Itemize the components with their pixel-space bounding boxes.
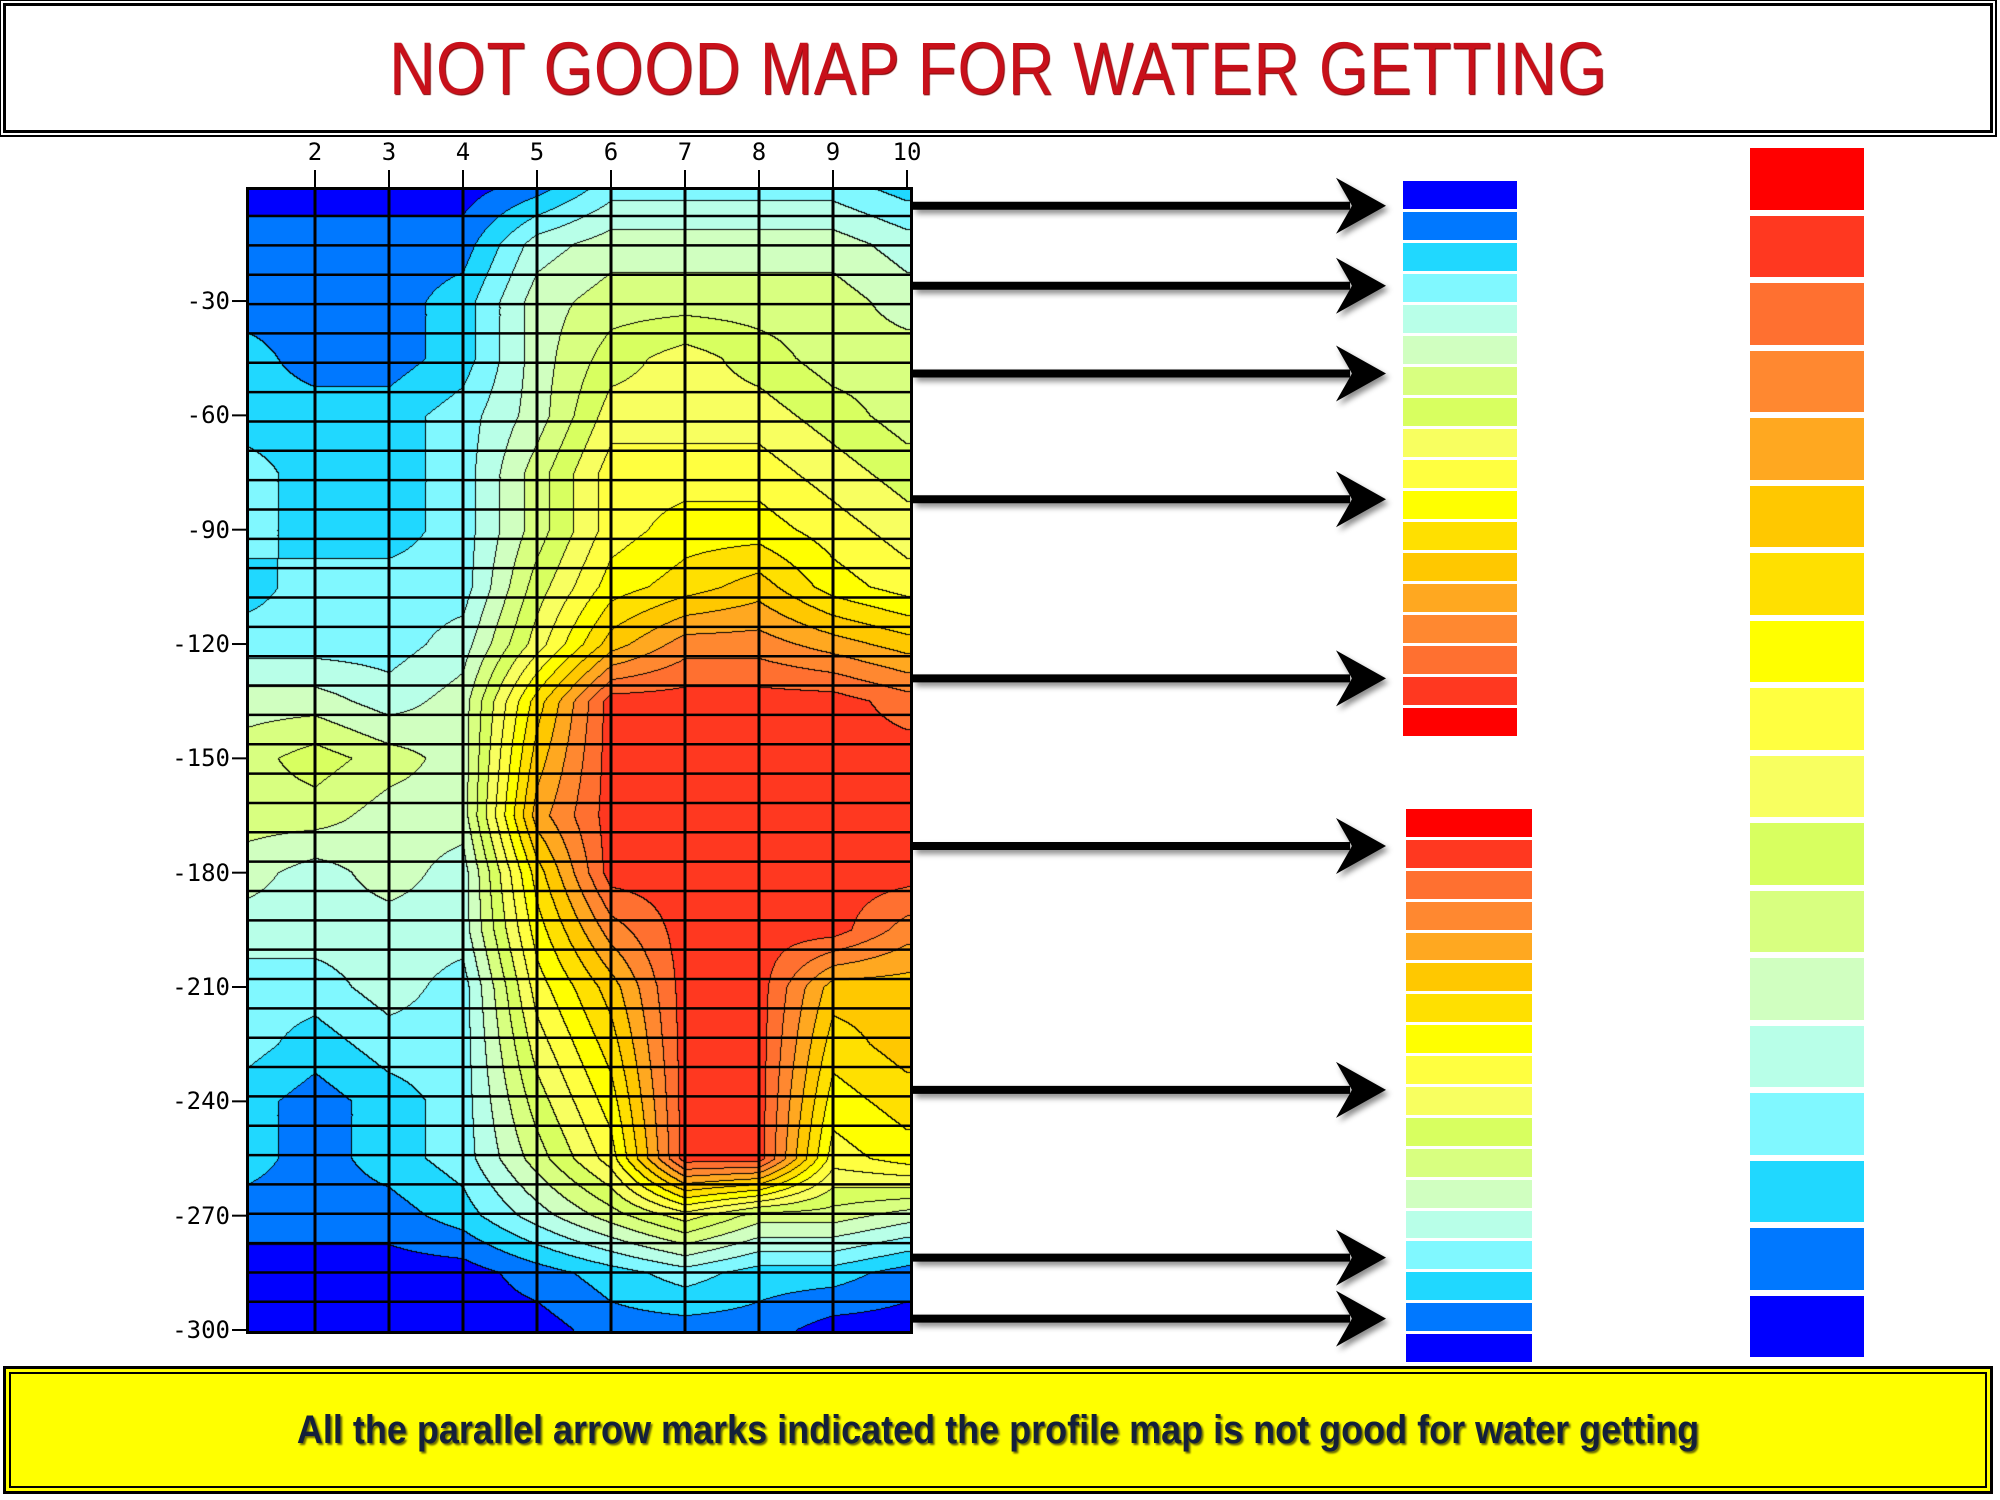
y-tick-label: -180 — [172, 858, 230, 887]
y-tick-label: -210 — [172, 973, 230, 1001]
profile-plot-frame — [246, 187, 913, 1334]
legend-swatch — [1750, 1160, 1864, 1222]
title-box: NOT GOOD MAP FOR WATER GETTING — [0, 0, 1997, 137]
legend-swatch — [1750, 958, 1864, 1020]
legend-swatch — [1403, 708, 1517, 736]
legend-swatch — [1406, 1334, 1532, 1363]
x-tick-label: 4 — [455, 138, 471, 166]
legend-swatch — [1406, 901, 1532, 930]
legend-swatch — [1406, 1056, 1532, 1085]
legend-swatch — [1403, 212, 1517, 240]
legend-swatch — [1750, 755, 1864, 817]
arrow-icon — [913, 345, 1386, 402]
legend-swatch — [1750, 350, 1864, 412]
legend-swatch — [1750, 1093, 1864, 1155]
y-tick-label: -300 — [172, 1316, 230, 1344]
y-tick-label: -30 — [186, 287, 230, 316]
legend-swatch — [1403, 584, 1517, 612]
legend-swatch — [1403, 677, 1517, 705]
x-tick-label: 3 — [381, 138, 397, 166]
resistivity-contour-field — [246, 187, 913, 1334]
y-tick-label: -60 — [186, 401, 230, 430]
arrow-icon — [913, 1290, 1386, 1347]
x-tick-label: 10 — [892, 138, 922, 166]
legend-swatch — [1750, 215, 1864, 277]
x-tick-label: 7 — [677, 138, 693, 166]
legend-swatch — [1406, 1025, 1532, 1054]
x-tick-label: 8 — [751, 138, 767, 166]
legend-swatch — [1406, 932, 1532, 961]
legend-swatch — [1403, 460, 1517, 488]
arrow-icon — [913, 1229, 1386, 1286]
arrow-icon — [913, 650, 1386, 707]
legend-swatch — [1750, 1228, 1864, 1290]
legend-swatch — [1750, 283, 1864, 345]
arrow-icon — [913, 177, 1386, 234]
legend-swatch — [1403, 336, 1517, 364]
legend-swatch — [1403, 429, 1517, 457]
legend-swatch — [1750, 485, 1864, 547]
banner-text: All the parallel arrow marks indicated t… — [296, 1407, 1700, 1452]
color-legend-bottom — [1406, 809, 1532, 1365]
legend-swatch — [1406, 809, 1532, 837]
legend-swatch — [1403, 274, 1517, 302]
legend-swatch — [1750, 620, 1864, 682]
legend-swatch — [1406, 1210, 1532, 1239]
arrow-icon — [913, 1061, 1386, 1118]
legend-swatch — [1403, 398, 1517, 426]
page-title: NOT GOOD MAP FOR WATER GETTING — [388, 26, 1608, 110]
y-tick-label: -90 — [186, 515, 230, 544]
legend-swatch — [1406, 1272, 1532, 1301]
legend-swatch — [1406, 839, 1532, 868]
legend-swatch — [1403, 367, 1517, 395]
legend-swatch — [1406, 1179, 1532, 1208]
legend-swatch — [1750, 553, 1864, 615]
legend-swatch — [1406, 1303, 1532, 1332]
legend-swatch — [1750, 688, 1864, 750]
legend-swatch — [1403, 553, 1517, 581]
legend-swatch — [1403, 615, 1517, 643]
legend-swatch — [1750, 418, 1864, 480]
color-legend-right — [1750, 148, 1864, 1363]
arrow-icon — [913, 818, 1386, 875]
legend-swatch — [1750, 148, 1864, 210]
legend-swatch — [1406, 1148, 1532, 1177]
y-tick-label: -120 — [172, 630, 230, 659]
x-tick-label: 5 — [529, 138, 545, 166]
conclusion-banner: All the parallel arrow marks indicated t… — [3, 1366, 1993, 1494]
legend-swatch — [1750, 1295, 1864, 1357]
x-tick-label: 6 — [603, 138, 619, 166]
x-tick-label: 2 — [307, 138, 323, 166]
legend-swatch — [1406, 870, 1532, 899]
legend-swatch — [1406, 963, 1532, 992]
color-legend-top — [1403, 181, 1517, 739]
legend-swatch — [1403, 181, 1517, 209]
legend-swatch — [1750, 890, 1864, 952]
legend-swatch — [1406, 1087, 1532, 1115]
legend-swatch — [1750, 1025, 1864, 1087]
y-tick-label: -270 — [172, 1201, 230, 1230]
legend-swatch — [1403, 491, 1517, 519]
legend-swatch — [1406, 994, 1532, 1023]
legend-swatch — [1750, 823, 1864, 885]
legend-swatch — [1403, 522, 1517, 550]
legend-swatch — [1403, 243, 1517, 271]
arrow-icon — [913, 257, 1386, 314]
legend-swatch — [1403, 646, 1517, 674]
legend-swatch — [1403, 305, 1517, 333]
y-tick-label: -150 — [172, 744, 230, 773]
y-tick-label: -240 — [172, 1087, 230, 1116]
arrow-icon — [913, 471, 1386, 528]
x-tick-label: 9 — [825, 138, 841, 166]
legend-swatch — [1406, 1117, 1532, 1146]
legend-swatch — [1406, 1241, 1532, 1270]
